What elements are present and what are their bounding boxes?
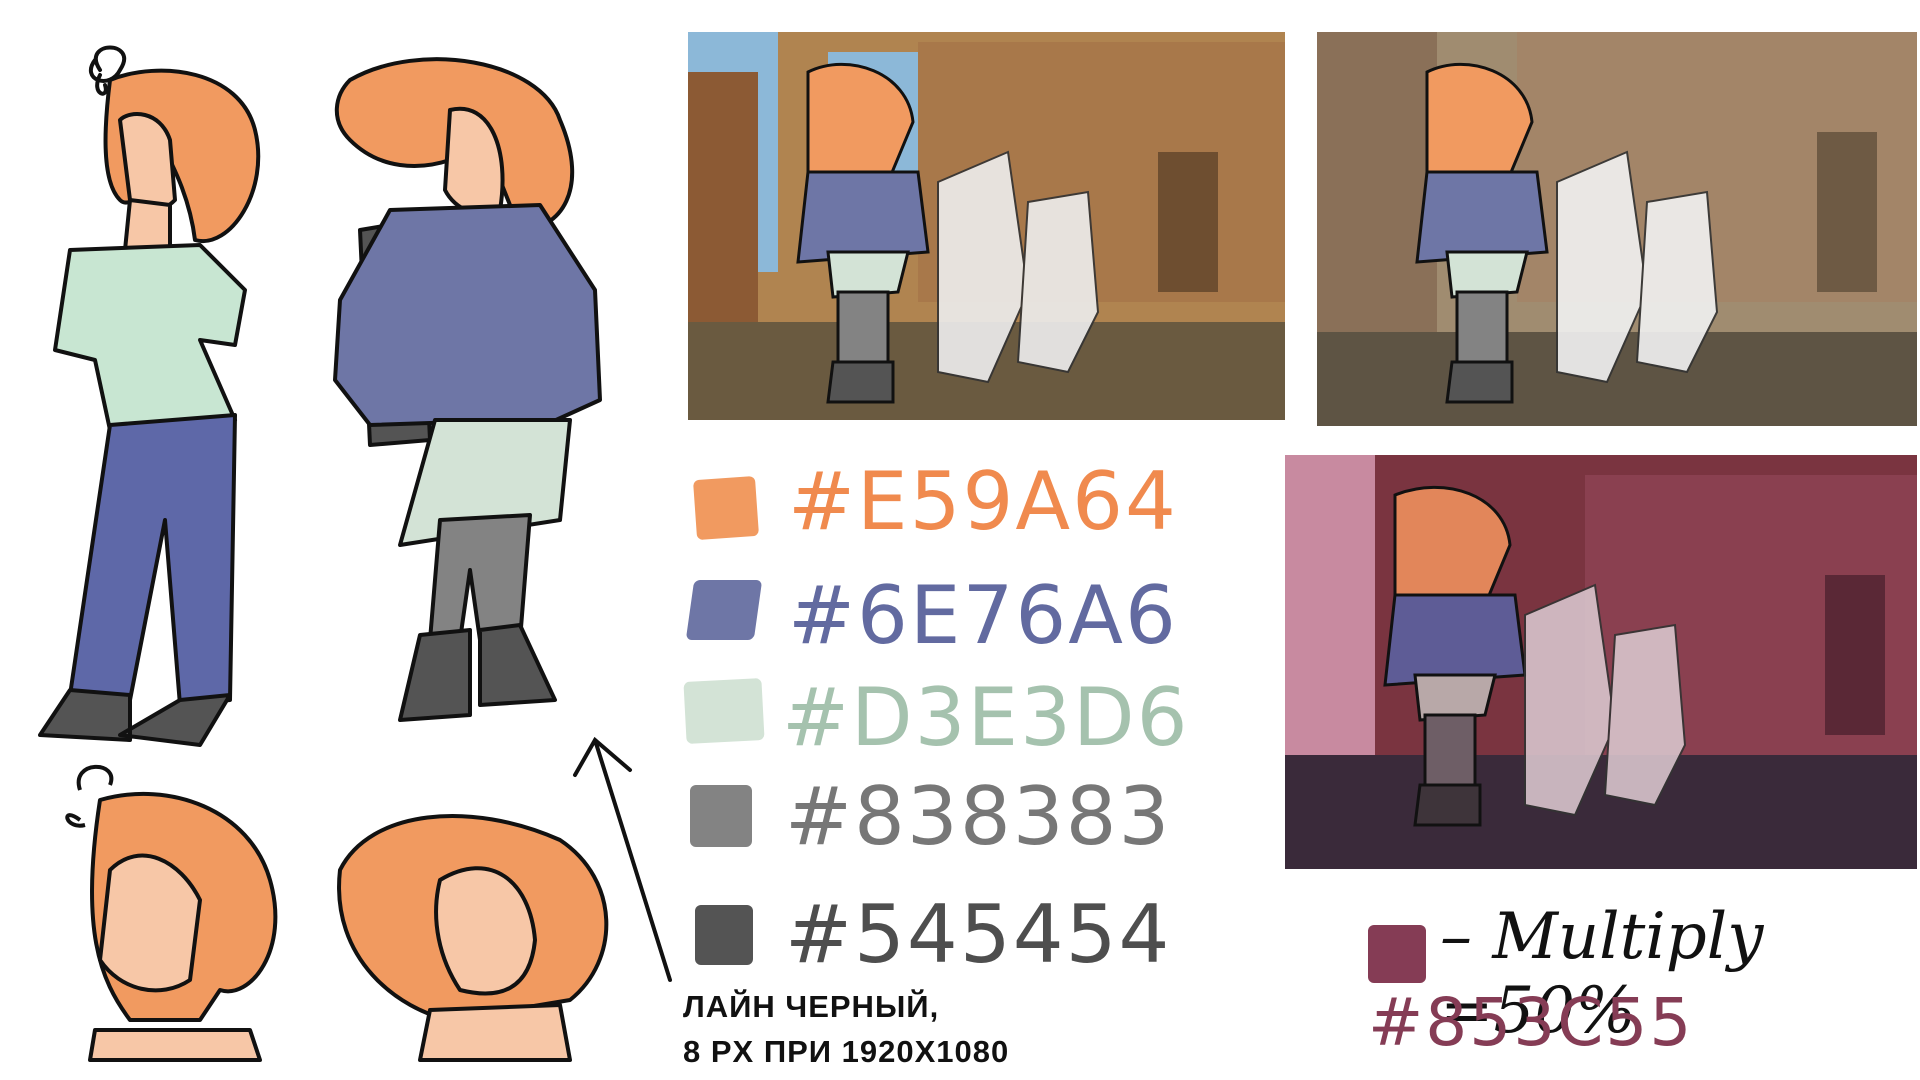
- character-hoodie-figure: [333, 57, 602, 722]
- swatch-dark-gray: [695, 905, 753, 965]
- character-head-left: [65, 764, 278, 1062]
- face: [443, 106, 505, 216]
- shoes: [38, 688, 232, 747]
- leggings: [428, 513, 532, 642]
- scene-desaturated: [1317, 32, 1917, 426]
- line-note-line2: 8 PX ПРИ 1920X1080: [683, 1033, 1010, 1069]
- swatch-multiply: [1368, 925, 1426, 983]
- line-note: ЛАЙН ЧЕРНЫЙ, 8 PX ПРИ 1920X1080: [683, 985, 1009, 1075]
- shirt: [53, 243, 247, 432]
- hex-label-gray: #838383: [785, 770, 1172, 863]
- hex-label-orange: #E59A64: [788, 455, 1178, 548]
- swatch-mint: [683, 678, 765, 744]
- curl-hair-doodle: [88, 45, 127, 96]
- hex-label-mint: #D3E3D6: [782, 671, 1190, 764]
- multiply-label: – Multiply =50%: [1440, 900, 1764, 1048]
- swatch-orange: [692, 475, 760, 541]
- neck: [123, 198, 172, 252]
- scene-daylight: [688, 32, 1285, 420]
- boots: [398, 623, 557, 722]
- hoodie: [333, 203, 602, 427]
- hex-label-dark-gray: #545454: [785, 888, 1172, 981]
- swatch-blue: [685, 580, 763, 640]
- character-sheet: [38, 45, 672, 1062]
- jeans: [68, 413, 237, 707]
- character-front-figure: [38, 45, 261, 747]
- scene-multiply-tint: [1285, 455, 1917, 869]
- swatch-gray: [690, 785, 752, 847]
- line-note-line1: ЛАЙН ЧЕРНЫЙ,: [683, 989, 940, 1024]
- arrow-up-icon: [573, 736, 672, 982]
- face: [118, 112, 177, 214]
- hex-label-multiply: #853C55: [1368, 984, 1694, 1061]
- hex-label-blue: #6E76A6: [788, 569, 1178, 662]
- character-head-right: [337, 814, 609, 1062]
